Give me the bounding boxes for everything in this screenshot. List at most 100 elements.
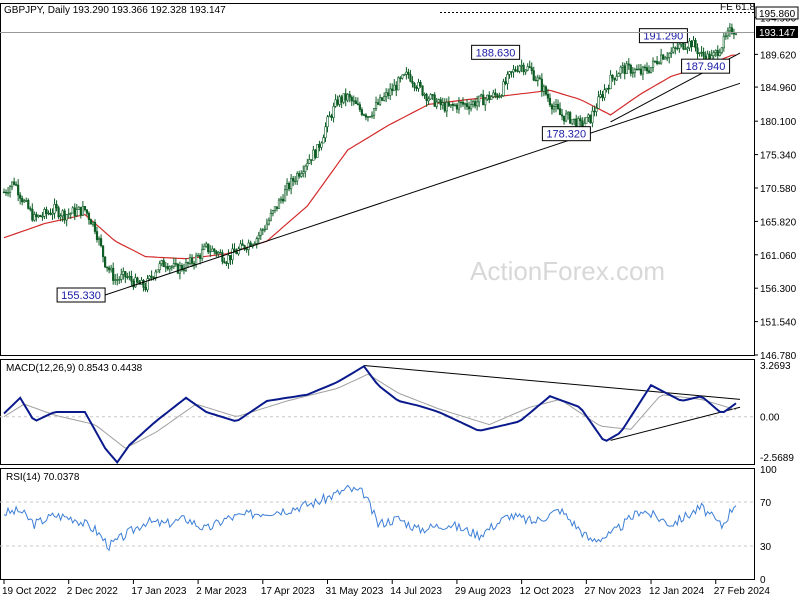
candle-body <box>556 104 560 109</box>
candle-body <box>257 235 260 239</box>
candle-body <box>281 198 285 202</box>
candle-body <box>399 77 402 79</box>
macd-y-tick-label: -2.5689 <box>760 453 794 464</box>
x-tick-label: 2 Mar 2023 <box>196 586 247 597</box>
candle-body <box>108 267 111 271</box>
candle-body <box>255 238 258 244</box>
rsi-y-tick-label: 70 <box>760 498 772 509</box>
candle-body <box>101 245 105 258</box>
candle-body <box>726 30 729 37</box>
candle-body <box>498 96 501 98</box>
candle-body <box>318 144 321 148</box>
x-tick-label: 29 Aug 2023 <box>455 586 512 597</box>
candle-body <box>508 71 511 75</box>
price-y-tick-label: 146.780 <box>760 351 797 362</box>
candle-body <box>132 280 135 288</box>
candle-body <box>164 266 167 268</box>
candle-body <box>439 99 442 106</box>
candle-body <box>455 104 459 110</box>
candle-body <box>65 214 68 221</box>
candle-body <box>700 51 703 54</box>
candle-body <box>514 69 517 72</box>
candle-body <box>672 47 675 53</box>
candle-body <box>411 80 414 84</box>
candle-body <box>269 213 273 221</box>
candle-body <box>27 200 30 209</box>
x-tick-label: 17 Jan 2023 <box>131 586 186 597</box>
candle-body <box>370 114 374 117</box>
candle-body <box>364 114 368 118</box>
candle-body <box>536 77 539 81</box>
candle-body <box>730 27 734 34</box>
candle-body <box>500 95 503 97</box>
candle-body <box>203 245 206 250</box>
candle-body <box>176 263 179 274</box>
candle-body <box>306 163 309 167</box>
candle-body <box>467 106 471 110</box>
candle-body <box>504 81 507 84</box>
candle-body <box>413 83 416 88</box>
candle-body <box>77 206 80 210</box>
candle-body <box>585 116 588 124</box>
candle-body <box>116 279 119 281</box>
candle-body <box>73 207 76 216</box>
candle-body <box>558 108 562 116</box>
candle-body <box>550 104 554 110</box>
candle-body <box>79 206 82 216</box>
candle-body <box>273 206 277 211</box>
candle-body <box>33 214 36 221</box>
candle-body <box>35 214 38 218</box>
candle-body <box>565 113 568 122</box>
candle-body <box>490 96 493 100</box>
candle-body <box>75 209 78 216</box>
candle-body <box>389 88 392 96</box>
candle-body <box>690 40 693 48</box>
candle-body <box>609 74 612 90</box>
candle-body <box>231 248 234 260</box>
candle-body <box>279 198 283 201</box>
candle-body <box>524 69 527 73</box>
x-tick-label: 19 Oct 2022 <box>2 586 57 597</box>
candle-body <box>23 200 26 203</box>
candle-body <box>217 252 220 255</box>
candle-body <box>627 63 630 66</box>
price-level-label: 155.330 <box>61 290 101 302</box>
candle-body <box>431 94 434 96</box>
candle-body <box>453 104 457 107</box>
candle-body <box>350 96 353 102</box>
candle-body <box>728 27 731 32</box>
candle-body <box>97 238 101 240</box>
candle-body <box>469 104 473 110</box>
macd-signal-line <box>3 373 737 449</box>
macd-y-tick-label: 0.00 <box>760 413 780 424</box>
candle-body <box>611 74 614 79</box>
candle-body <box>615 76 618 81</box>
candle-body <box>87 212 91 220</box>
candle-body <box>591 110 594 124</box>
candle-body <box>496 94 499 98</box>
candle-body <box>447 102 450 107</box>
candle-body <box>387 92 390 96</box>
last-price-label: 193.147 <box>759 28 796 39</box>
candle-body <box>19 194 22 199</box>
candle-body <box>664 57 667 60</box>
candle-body <box>152 276 155 279</box>
candle-body <box>546 93 550 99</box>
candle-body <box>593 110 596 113</box>
candle-body <box>720 47 723 54</box>
candle-body <box>688 40 691 49</box>
price-y-tick-label: 170.580 <box>760 184 797 195</box>
price-y-tick-label: 189.620 <box>760 50 797 61</box>
price-y-tick-label: 151.540 <box>760 318 797 329</box>
candle-body <box>332 106 335 118</box>
macd-trendline <box>363 365 741 400</box>
candle-body <box>548 97 552 106</box>
candle-body <box>595 108 598 112</box>
candle-body <box>655 61 659 64</box>
candle-body <box>461 101 465 105</box>
candle-body <box>674 47 677 49</box>
candle-body <box>37 215 40 218</box>
price-y-tick-label: 156.300 <box>760 284 797 295</box>
candle-body <box>192 263 196 265</box>
candle-body <box>660 54 663 64</box>
